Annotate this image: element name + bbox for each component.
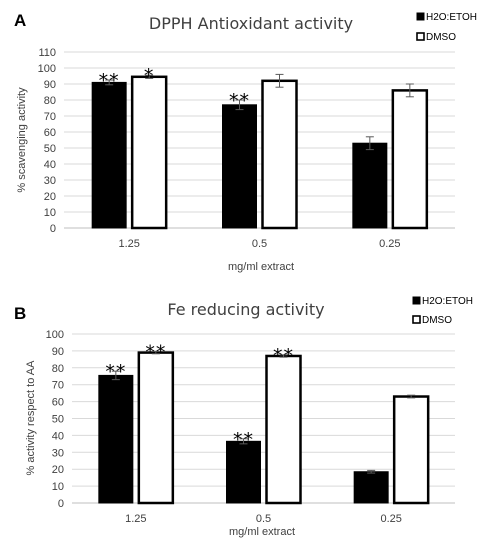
chart-a-category-label: 0.25 <box>379 238 400 250</box>
chart-b-ylabel: % activity respect to AA <box>25 360 37 476</box>
chart-a-significance-label: * <box>144 65 155 87</box>
chart-b-significance-label: ** <box>145 341 166 363</box>
chart-b-ytick-label: 10 <box>52 481 64 493</box>
chart-a-significance-label: ** <box>99 70 120 92</box>
legend-a-label-h2o: H2O:ETOH <box>426 12 477 23</box>
chart-b-significance-label: ** <box>105 361 126 383</box>
chart-a-bar <box>261 79 298 230</box>
panel-a-letter: A <box>14 11 26 30</box>
chart-b-bar <box>226 440 261 504</box>
chart-a-ylabel: % scavenging activity <box>16 87 28 193</box>
chart-b-category-label: 1.25 <box>125 513 146 525</box>
chart-b-category-label: 0.25 <box>380 513 401 525</box>
legend-b-swatch-dmso <box>412 315 421 324</box>
chart-a-bar <box>391 89 429 230</box>
chart-a-ytick-label: 40 <box>44 159 56 171</box>
chart-a-ytick-label: 20 <box>44 191 56 203</box>
chart-a-bar <box>130 75 168 230</box>
chart-b-category-label: 0.5 <box>256 513 271 525</box>
chart-b-ytick-label: 70 <box>52 380 64 392</box>
chart-a-ytick-label: 60 <box>44 127 56 139</box>
chart-b-ytick-label: 80 <box>52 363 64 375</box>
chart-a-ytick-label: 0 <box>50 223 56 235</box>
chart-b-title: Fe reducing activity <box>167 300 324 319</box>
chart-b-bar <box>392 395 430 505</box>
chart-a-ytick-label: 30 <box>44 175 56 187</box>
chart-b-ytick-label: 60 <box>52 397 64 409</box>
chart-a-legend: H2O:ETOH DMSO <box>416 12 477 43</box>
chart-a-ytick-label: 80 <box>44 95 56 107</box>
chart-b-significance-label: ** <box>273 345 294 367</box>
chart-b-bar <box>137 351 175 505</box>
chart-a-xlabel: mg/ml extract <box>228 261 294 273</box>
chart-a-ytick-label: 70 <box>44 111 56 123</box>
chart-a-category-label: 0.5 <box>252 238 267 250</box>
chart-b-ytick-label: 40 <box>52 430 64 442</box>
chart-a-ytick-label: 110 <box>38 47 56 59</box>
chart-a-ytick-label: 10 <box>44 207 56 219</box>
chart-a-bar <box>91 81 127 229</box>
chart-a-ytick-label: 90 <box>44 79 56 91</box>
chart-b-bar <box>98 374 134 504</box>
chart-b-ytick-label: 20 <box>52 464 64 476</box>
chart-b-ytick-label: 30 <box>52 447 64 459</box>
legend-b-swatch-h2o <box>412 296 421 305</box>
chart-b-legend: H2O:ETOH DMSO <box>412 296 473 326</box>
panel-b-letter: B <box>14 304 26 323</box>
chart-b-bar <box>265 354 302 505</box>
legend-a-swatch-dmso <box>416 32 425 41</box>
chart-a-ytick-label: 50 <box>44 143 56 155</box>
chart-a-bar <box>222 104 257 229</box>
chart-b-ytick-label: 50 <box>52 414 64 426</box>
chart-a-bar <box>352 142 388 229</box>
chart-b-ytick-label: 0 <box>58 498 64 510</box>
chart-b-xlabel: mg/ml extract <box>229 526 295 538</box>
chart-b-ytick-label: 90 <box>52 346 64 358</box>
legend-a-swatch-h2o <box>416 12 425 21</box>
chart-a-category-label: 1.25 <box>118 238 139 250</box>
legend-b-label-h2o: H2O:ETOH <box>422 296 473 307</box>
chart-a-significance-label: ** <box>229 90 250 112</box>
legend-b-label-dmso: DMSO <box>422 315 452 326</box>
chart-b-significance-label: ** <box>233 429 254 451</box>
chart-a-ytick-label: 100 <box>38 63 56 75</box>
chart-b-plot: 0 10 20 30 40 50 60 70 80 90 100 1.25 ** ** 0.5 ** ** 0.2… <box>46 329 455 525</box>
chart-a-title: DPPH Antioxidant activity <box>149 14 353 33</box>
chart-b-bar <box>353 471 389 504</box>
chart-b-ytick-label: 100 <box>46 329 64 341</box>
legend-a-label-dmso: DMSO <box>426 32 456 43</box>
